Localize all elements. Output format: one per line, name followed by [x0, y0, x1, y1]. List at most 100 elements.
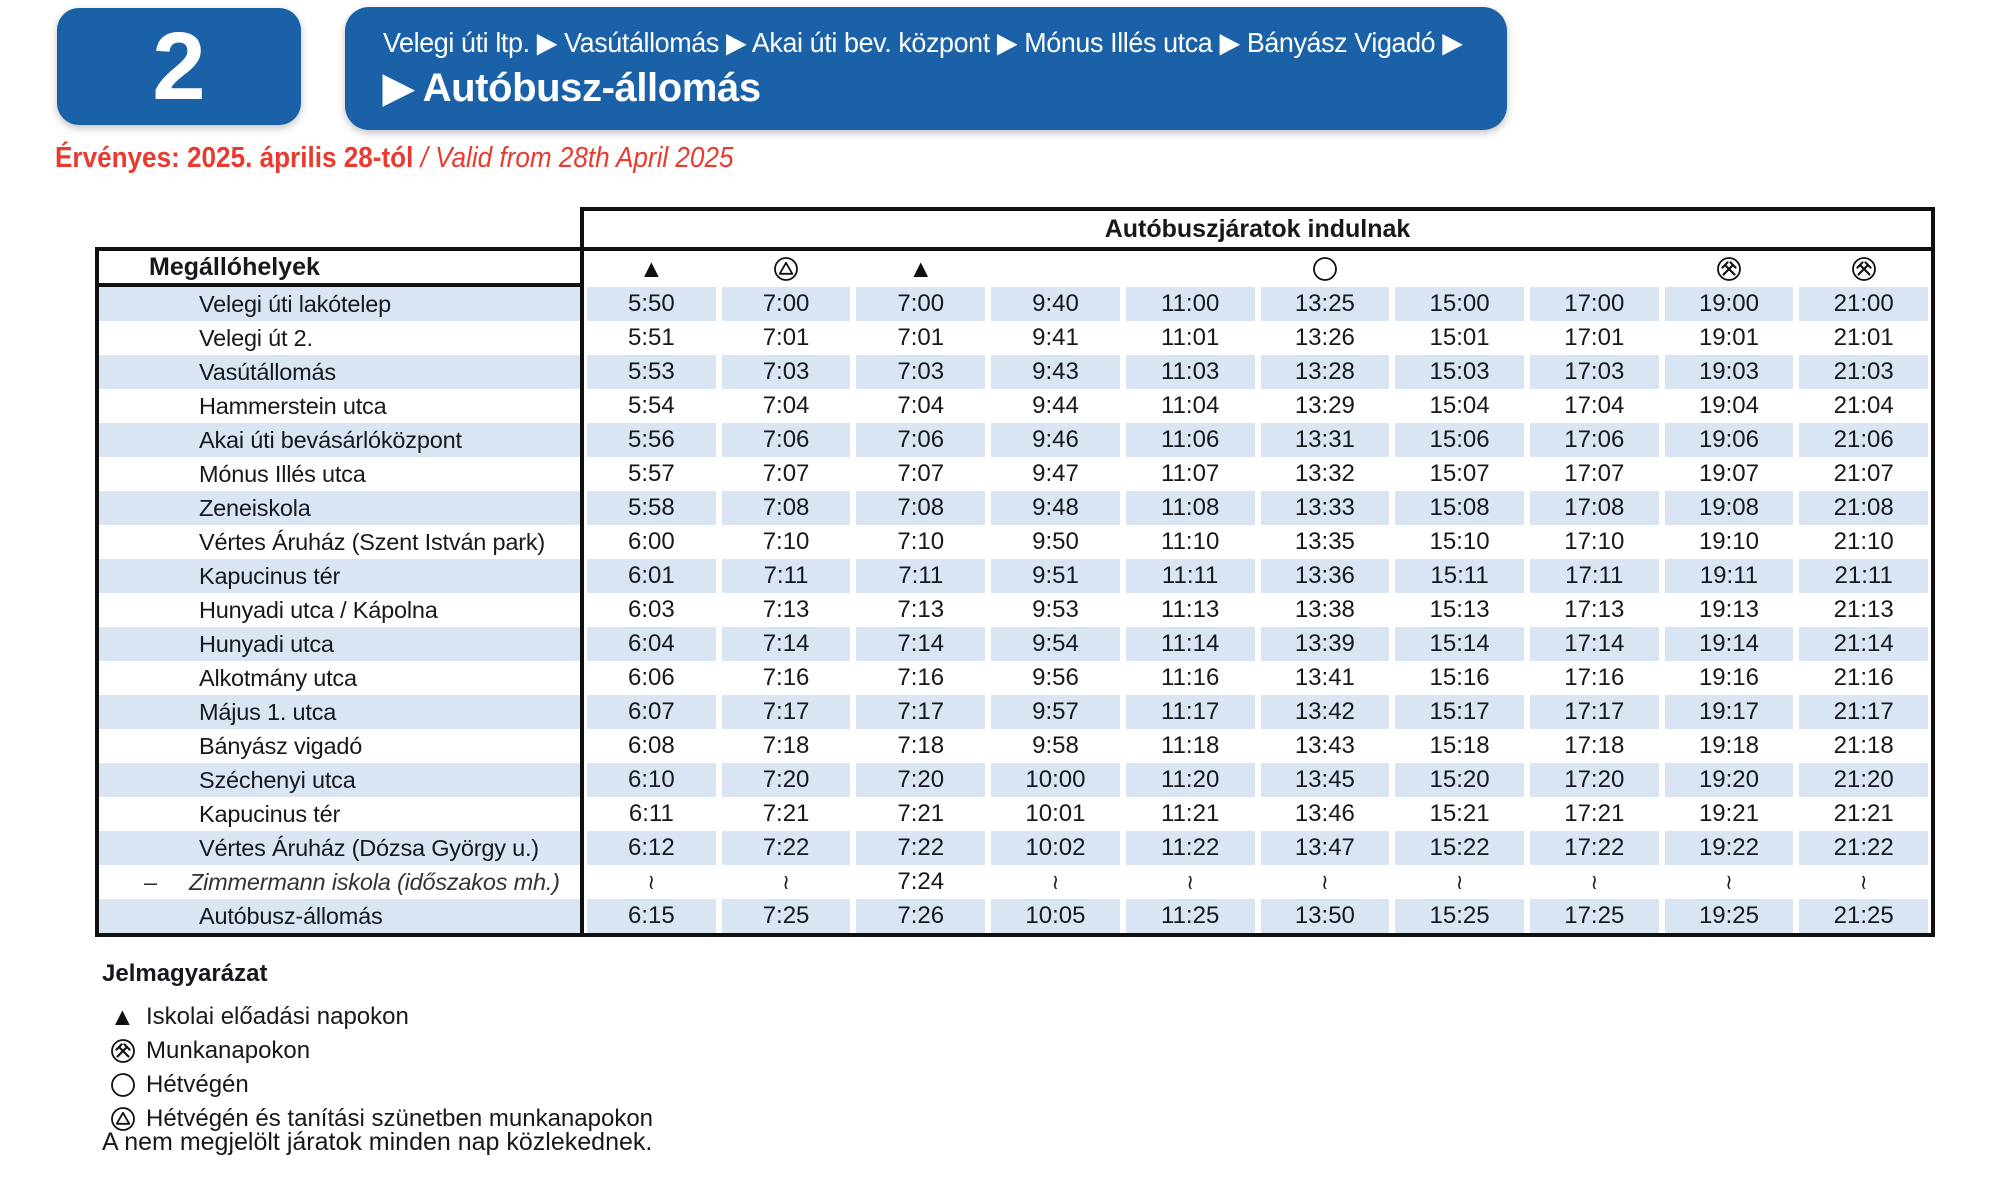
- time-cell: 7:20: [719, 763, 854, 797]
- departure-time: 6:15: [587, 899, 716, 933]
- time-cell: ≀: [1392, 865, 1527, 899]
- time-cell: 17:00: [1527, 287, 1662, 321]
- time-cell: 17:14: [1527, 627, 1662, 661]
- time-cell: 21:16: [1796, 661, 1931, 695]
- time-cell: 7:01: [853, 321, 988, 355]
- departure-time: 6:03: [627, 596, 675, 623]
- time-cell: 11:18: [1123, 729, 1258, 763]
- time-cell: 7:16: [853, 661, 988, 695]
- stop-skipped-marker: ≀: [1186, 870, 1195, 894]
- time-cell: 9:46: [988, 423, 1123, 457]
- time-cell: 9:54: [988, 627, 1123, 661]
- departure-time: 17:16: [1564, 664, 1625, 691]
- time-cell: 5:51: [584, 321, 719, 355]
- departure-time: 7:14: [856, 627, 986, 661]
- time-cell: ≀: [1258, 865, 1393, 899]
- departure-time: 10:05: [991, 899, 1120, 933]
- stop-skipped-marker: ≀: [1051, 870, 1060, 894]
- stop-name-label: Velegi út 2.: [199, 324, 313, 351]
- stop-name: Hammerstein utca: [99, 389, 580, 423]
- time-cell: 13:36: [1258, 559, 1393, 593]
- time-cell: 7:03: [853, 355, 988, 389]
- departure-time: 21:18: [1833, 732, 1894, 759]
- departure-time: 9:46: [991, 423, 1120, 457]
- time-cell: 17:11: [1527, 559, 1662, 593]
- time-cell: 15:21: [1392, 797, 1527, 831]
- legend-item: Munkanapokon: [102, 1034, 653, 1068]
- time-cell: 15:10: [1392, 525, 1527, 559]
- symbol-cell: [988, 251, 1123, 287]
- departure-time: 19:11: [1664, 559, 1794, 593]
- departure-time: 19:01: [1698, 324, 1759, 351]
- time-cell: 7:20: [853, 763, 988, 797]
- time-cell: 11:17: [1123, 695, 1258, 729]
- departure-time: 7:21: [897, 800, 945, 827]
- departure-time: 7:17: [721, 695, 851, 729]
- stop-name: Akai úti bevásárlóközpont: [99, 423, 580, 457]
- departure-time: 13:39: [1260, 627, 1390, 661]
- time-cell: 10:00: [988, 763, 1123, 797]
- departure-time: 17:11: [1529, 559, 1659, 593]
- departure-time: 21:13: [1833, 596, 1894, 623]
- timetable-row: ≀ ≀ 7:24 ≀ ≀ ≀ ≀ ≀ ≀ ≀: [584, 865, 1931, 899]
- departure-time: 7:24: [897, 868, 945, 895]
- departure-time: 21:07: [1833, 460, 1894, 487]
- timetable-row: 6:15 7:25 7:26 10:05 11:25 13:50 15:25 17:25 19:…: [584, 899, 1931, 933]
- stop-name: Hunyadi utca: [99, 627, 580, 661]
- time-cell: ≀: [1527, 865, 1662, 899]
- departure-time: 19:07: [1698, 460, 1759, 487]
- departure-time: 17:10: [1564, 528, 1625, 555]
- departure-time: 15:08: [1395, 491, 1524, 525]
- departure-time: 13:33: [1260, 491, 1390, 525]
- time-cell: 13:25: [1258, 287, 1393, 321]
- validity-line: Érvényes: 2025. április 28-tól / Valid f…: [55, 142, 733, 175]
- stop-name: Mónus Illés utca: [99, 457, 580, 491]
- time-cell: 7:21: [853, 797, 988, 831]
- departure-time: 15:21: [1429, 800, 1490, 827]
- time-cell: 19:14: [1662, 627, 1797, 661]
- departure-time: 21:03: [1799, 355, 1929, 389]
- time-cell: 19:13: [1662, 593, 1797, 627]
- time-cell: 19:06: [1662, 423, 1797, 457]
- time-cell: 11:25: [1123, 899, 1258, 933]
- time-cell: 9:51: [988, 559, 1123, 593]
- departure-time: 21:17: [1799, 695, 1929, 729]
- departure-time: 13:41: [1294, 664, 1355, 691]
- departure-time: 19:04: [1698, 392, 1759, 419]
- departure-time: 13:42: [1260, 695, 1390, 729]
- stop-name-label: Vértes Áruház (Szent István park): [199, 528, 546, 555]
- time-cell: 15:20: [1392, 763, 1527, 797]
- departure-time: 15:14: [1395, 627, 1524, 661]
- stop-name-label: Akai úti bevásárlóközpont: [199, 426, 462, 453]
- time-cell: 9:57: [988, 695, 1123, 729]
- timetable-row: 6:04 7:14 7:14 9:54 11:14 13:39 15:14 17:14 19:1…: [584, 627, 1931, 661]
- departure-time: 11:25: [1125, 899, 1255, 933]
- stop-name-label: Vasútállomás: [199, 358, 336, 385]
- symbol-cell: ▲: [584, 251, 719, 287]
- route-via-stops: Velegi úti ltp. ▶ Vasútállomás ▶ Akai út…: [383, 27, 1463, 58]
- legend-title: Jelmagyarázat: [102, 960, 268, 987]
- departure-time: 6:06: [627, 664, 675, 691]
- time-cell: 7:24: [853, 865, 988, 899]
- time-cell: 6:08: [584, 729, 719, 763]
- departure-time: 17:21: [1564, 800, 1625, 827]
- timetable: Autóbuszjáratok indulnak ▲ ▲ 5:50 7:00 7:00…: [95, 207, 1935, 937]
- time-cell: 7:03: [719, 355, 854, 389]
- departure-time: 7:20: [856, 763, 986, 797]
- time-cell: 9:40: [988, 287, 1123, 321]
- time-cell: 15:06: [1392, 423, 1527, 457]
- timetable-row: 6:08 7:18 7:18 9:58 11:18 13:43 15:18 17:18 19:1…: [584, 729, 1931, 763]
- time-cell: 7:11: [853, 559, 988, 593]
- departure-time: 7:08: [856, 491, 986, 525]
- departure-time: 9:43: [991, 355, 1120, 389]
- departures-panel: Autóbuszjáratok indulnak ▲ ▲ 5:50 7:00 7:00…: [580, 207, 1935, 937]
- timetable-row: 6:10 7:20 7:20 10:00 11:20 13:45 15:20 17:20 19:…: [584, 763, 1931, 797]
- time-cell: 19:03: [1662, 355, 1797, 389]
- time-cell: 7:18: [719, 729, 854, 763]
- legend-label: Munkanapokon: [146, 1037, 311, 1064]
- departure-time: 11:08: [1125, 491, 1255, 525]
- time-cell: 15:18: [1392, 729, 1527, 763]
- stop-name: Vértes Áruház (Szent István park): [99, 525, 580, 559]
- departure-time: 7:22: [856, 831, 986, 865]
- crossed-hammers-icon: [1851, 256, 1877, 282]
